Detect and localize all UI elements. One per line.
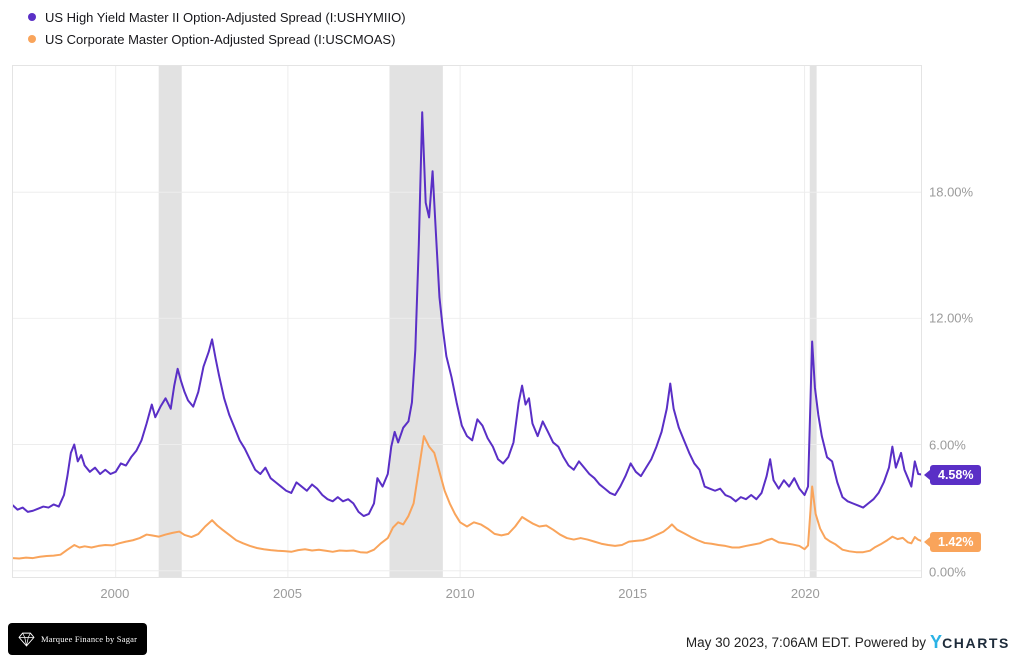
- x-axis-tick-label: 2010: [445, 586, 475, 601]
- legend: US High Yield Master II Option-Adjusted …: [28, 6, 406, 50]
- marquee-finance-badge: Marquee Finance by Sagar: [8, 623, 148, 655]
- legend-item-corporate[interactable]: US Corporate Master Option-Adjusted Spre…: [28, 28, 406, 50]
- current-value-high-yield: 4.58%: [938, 467, 974, 482]
- ycharts-logo-y: Y: [930, 632, 943, 652]
- timestamp-text: May 30 2023, 7:06AM EDT. Powered by: [685, 634, 927, 650]
- legend-item-high-yield[interactable]: US High Yield Master II Option-Adjusted …: [28, 6, 406, 28]
- footer-attribution: May 30 2023, 7:06AM EDT. Powered by Y CHA…: [686, 633, 1010, 651]
- y-axis-tick-label: 18.00%: [929, 184, 974, 200]
- high-yield-series-dot-icon: [28, 13, 36, 21]
- legend-label-high-yield: US High Yield Master II Option-Adjusted …: [45, 9, 406, 25]
- current-value-badge-corporate: 1.42%: [924, 531, 982, 552]
- corporate-series-dot-icon: [28, 35, 36, 43]
- badge-arrow-left-icon: [924, 536, 930, 547]
- current-value-badge-high-yield: 4.58%: [924, 464, 982, 485]
- ycharts-logo[interactable]: Y CHARTS: [930, 633, 1010, 651]
- legend-label-corporate: US Corporate Master Option-Adjusted Spre…: [45, 31, 396, 47]
- x-axis-tick-label: 2000: [100, 586, 130, 601]
- diamond-gem-icon: [18, 632, 35, 647]
- plot-area[interactable]: [12, 65, 922, 578]
- brand-text: Marquee Finance by Sagar: [41, 634, 138, 644]
- x-axis-tick-label: 2005: [273, 586, 302, 601]
- x-axis-tick-label: 2020: [790, 586, 820, 601]
- y-axis-tick-label: 12.00%: [929, 310, 974, 326]
- badge-arrow-left-icon: [924, 469, 930, 480]
- y-axis-tick-label: 0.00%: [929, 564, 966, 580]
- y-axis-tick-label: 6.00%: [929, 437, 966, 453]
- x-axis-tick-label: 2015: [618, 586, 648, 601]
- current-value-corporate: 1.42%: [938, 534, 974, 549]
- ycharts-logo-text: CHARTS: [942, 635, 1010, 651]
